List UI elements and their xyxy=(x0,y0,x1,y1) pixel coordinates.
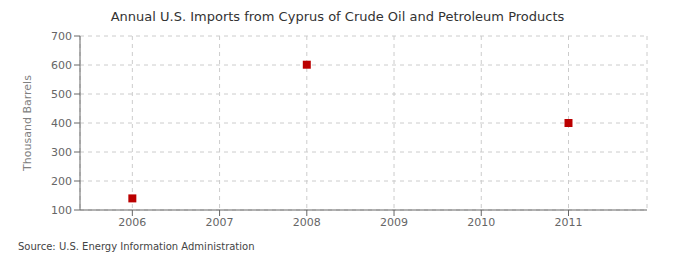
html-text:Source: U.S. Energy Informatio: Source: U.S. Energy Information Administ… xyxy=(18,241,255,252)
svg-text:400: 400 xyxy=(51,117,72,130)
svg-text:300: 300 xyxy=(51,146,72,159)
svg-text:500: 500 xyxy=(51,88,72,101)
svg-text:Thousand Barrels: Thousand Barrels xyxy=(21,75,34,172)
svg-text:200: 200 xyxy=(51,175,72,188)
html-text:Annual U.S. Imports from Cypru: Annual U.S. Imports from Cyprus of Crude… xyxy=(110,9,565,24)
svg-text:2006: 2006 xyxy=(118,216,146,229)
svg-text:600: 600 xyxy=(51,59,72,72)
svg-text:2011: 2011 xyxy=(554,216,582,229)
svg-text:2008: 2008 xyxy=(293,216,321,229)
svg-text:2007: 2007 xyxy=(206,216,234,229)
svg-text:2009: 2009 xyxy=(380,216,408,229)
svg-text:100: 100 xyxy=(51,204,72,217)
svg-text:700: 700 xyxy=(51,30,72,43)
svg-text:2010: 2010 xyxy=(467,216,495,229)
